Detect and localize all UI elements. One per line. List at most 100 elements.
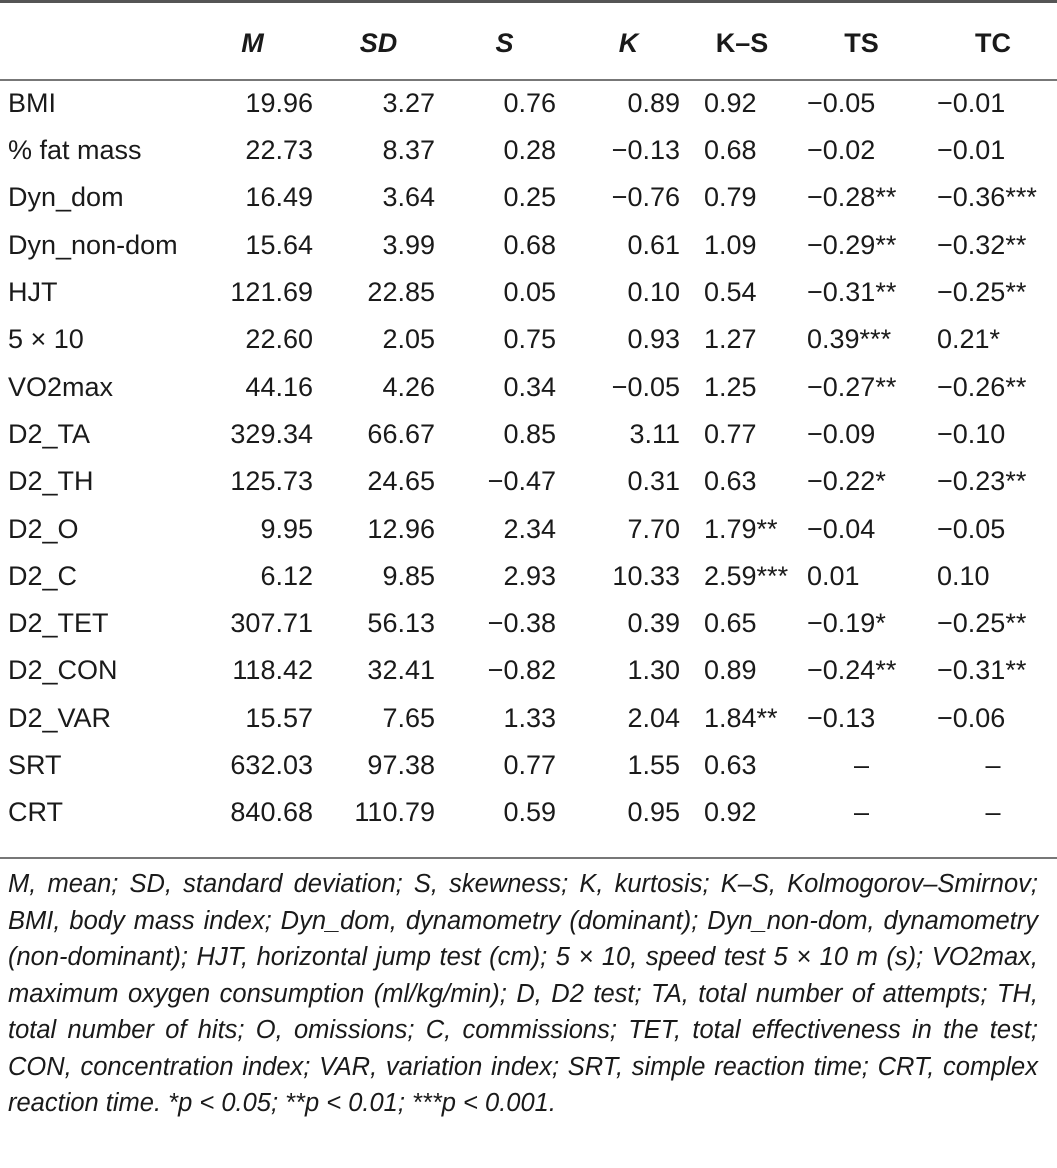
cell-mean: 22.73 xyxy=(245,135,313,166)
cell-variable: VO2max xyxy=(8,371,114,402)
table-row: BMI 19.96 3.27 0.76 0.89 0.92 −0.05 −0.01 xyxy=(0,70,1057,127)
header-divider-rule xyxy=(0,79,1057,81)
cell-ts: −0.05 xyxy=(807,88,876,118)
cell-variable: D2_TA xyxy=(8,418,91,449)
cell-ks: 1.84** xyxy=(704,702,778,733)
cell-ts: −0.29** xyxy=(807,229,897,260)
cell-kurtosis: 1.55 xyxy=(627,750,680,780)
header-cell-skewness: S xyxy=(495,27,514,58)
cell-sd: 24.65 xyxy=(367,466,435,497)
cell-mean: 118.42 xyxy=(232,655,313,686)
table-row: D2_CON 118.42 32.41 −0.82 1.30 0.89 −0.24** −0.… xyxy=(0,647,1057,694)
cell-sd: 3.99 xyxy=(382,229,435,260)
table-top-rule xyxy=(0,0,1057,3)
cell-sd: 12.96 xyxy=(367,513,435,544)
cell-variable: D2_TH xyxy=(8,466,94,497)
table-row: D2_TA 329.34 66.67 0.85 3.11 0.77 −0.09 −0.10 xyxy=(0,411,1057,458)
cell-sd: 66.67 xyxy=(367,418,435,449)
cell-variable: SRT xyxy=(8,750,62,780)
table-row: D2_TH 125.73 24.65 −0.47 0.31 0.63 −0.22* −0.23… xyxy=(0,458,1057,505)
cell-mean: 15.64 xyxy=(245,229,313,260)
cell-ts: −0.27** xyxy=(807,371,897,402)
cell-ts: −0.22* xyxy=(807,466,886,497)
cell-ks: 1.79** xyxy=(704,513,778,544)
cell-ts: −0.28** xyxy=(807,182,897,213)
cell-skewness: 2.93 xyxy=(503,560,556,591)
cell-tc: −0.06 xyxy=(937,702,1006,733)
cell-kurtosis: −0.13 xyxy=(611,135,680,166)
cell-tc: −0.05 xyxy=(937,513,1006,544)
cell-ks: 1.09 xyxy=(704,229,757,260)
cell-mean: 6.12 xyxy=(260,560,313,591)
cell-ts: 0.01 xyxy=(807,560,860,591)
cell-sd: 97.38 xyxy=(367,750,435,780)
cell-sd: 3.27 xyxy=(382,88,435,118)
cell-kurtosis: 1.30 xyxy=(627,655,680,686)
cell-variable: D2_TET xyxy=(8,608,109,639)
cell-skewness: 0.28 xyxy=(503,135,556,166)
cell-sd: 8.37 xyxy=(382,135,435,166)
table-row: HJT 121.69 22.85 0.05 0.10 0.54 −0.31** −0.25** xyxy=(0,269,1057,316)
cell-tc: −0.10 xyxy=(937,418,1006,449)
cell-ts: −0.24** xyxy=(807,655,897,686)
cell-ts: −0.13 xyxy=(807,702,876,733)
descriptive-statistics-table: M SD S K K–S TS TC BMI 19.96 3.27 0.76 0.89 0… xyxy=(0,16,1057,836)
cell-tc: −0.26** xyxy=(937,371,1027,402)
cell-tc: 0.21* xyxy=(937,324,1001,355)
cell-skewness: 0.85 xyxy=(503,418,556,449)
cell-kurtosis: 0.95 xyxy=(627,797,680,828)
cell-variable: D2_C xyxy=(8,560,78,591)
cell-ks: 2.59*** xyxy=(704,560,789,591)
cell-ts: −0.04 xyxy=(807,513,876,544)
cell-variable: D2_CON xyxy=(8,655,118,686)
header-cell-mean: M xyxy=(241,27,264,58)
cell-sd: 22.85 xyxy=(367,277,435,308)
cell-variable: BMI xyxy=(8,88,57,118)
header-cell-sd: SD xyxy=(359,27,398,58)
cell-ks: 0.68 xyxy=(704,135,757,166)
cell-sd: 110.79 xyxy=(354,797,435,828)
cell-sd: 56.13 xyxy=(367,608,435,639)
cell-sd: 9.85 xyxy=(382,560,435,591)
cell-skewness: −0.82 xyxy=(487,655,556,686)
cell-ks: 0.63 xyxy=(704,466,757,497)
table-row: D2_C 6.12 9.85 2.93 10.33 2.59*** 0.01 0.10 xyxy=(0,553,1057,600)
cell-mean: 121.69 xyxy=(230,277,313,308)
cell-ts: −0.19* xyxy=(807,608,886,639)
cell-tc: −0.36*** xyxy=(937,182,1037,213)
cell-kurtosis: 3.11 xyxy=(629,418,680,449)
cell-kurtosis: −0.76 xyxy=(611,182,680,213)
table-row: SRT 632.03 97.38 0.77 1.55 0.63 – – xyxy=(0,742,1057,789)
cell-mean: 307.71 xyxy=(230,608,313,639)
cell-tc: −0.01 xyxy=(937,135,1006,166)
cell-tc: −0.25** xyxy=(937,608,1027,639)
cell-mean: 9.95 xyxy=(260,513,313,544)
cell-skewness: 0.68 xyxy=(503,229,556,260)
cell-mean: 840.68 xyxy=(230,797,313,828)
cell-tc: – xyxy=(985,797,1001,828)
table-row: VO2max 44.16 4.26 0.34 −0.05 1.25 −0.27** −0.26… xyxy=(0,363,1057,410)
cell-skewness: 0.75 xyxy=(503,324,556,355)
cell-ks: 1.27 xyxy=(704,324,757,355)
cell-ks: 0.89 xyxy=(704,655,757,686)
cell-ks: 1.25 xyxy=(704,371,757,402)
cell-skewness: 0.77 xyxy=(503,750,556,780)
cell-mean: 632.03 xyxy=(230,750,313,780)
table-bottom-rule xyxy=(0,857,1057,859)
cell-variable: Dyn_non-dom xyxy=(8,229,178,260)
cell-mean: 22.60 xyxy=(245,324,313,355)
cell-sd: 2.05 xyxy=(382,324,435,355)
cell-kurtosis: 0.89 xyxy=(627,88,680,118)
cell-skewness: 2.34 xyxy=(503,513,556,544)
table-row: CRT 840.68 110.79 0.59 0.95 0.92 – – xyxy=(0,789,1057,836)
cell-skewness: 1.33 xyxy=(503,702,556,733)
cell-kurtosis: 2.04 xyxy=(627,702,680,733)
cell-sd: 3.64 xyxy=(382,182,435,213)
table-row: 5 × 10 22.60 2.05 0.75 0.93 1.27 0.39*** 0.21… xyxy=(0,316,1057,363)
cell-kurtosis: 0.31 xyxy=(627,466,680,497)
cell-kurtosis: 0.61 xyxy=(627,229,680,260)
cell-ts: 0.39*** xyxy=(807,324,892,355)
cell-skewness: 0.76 xyxy=(503,88,556,118)
cell-mean: 329.34 xyxy=(230,418,313,449)
cell-sd: 7.65 xyxy=(382,702,435,733)
